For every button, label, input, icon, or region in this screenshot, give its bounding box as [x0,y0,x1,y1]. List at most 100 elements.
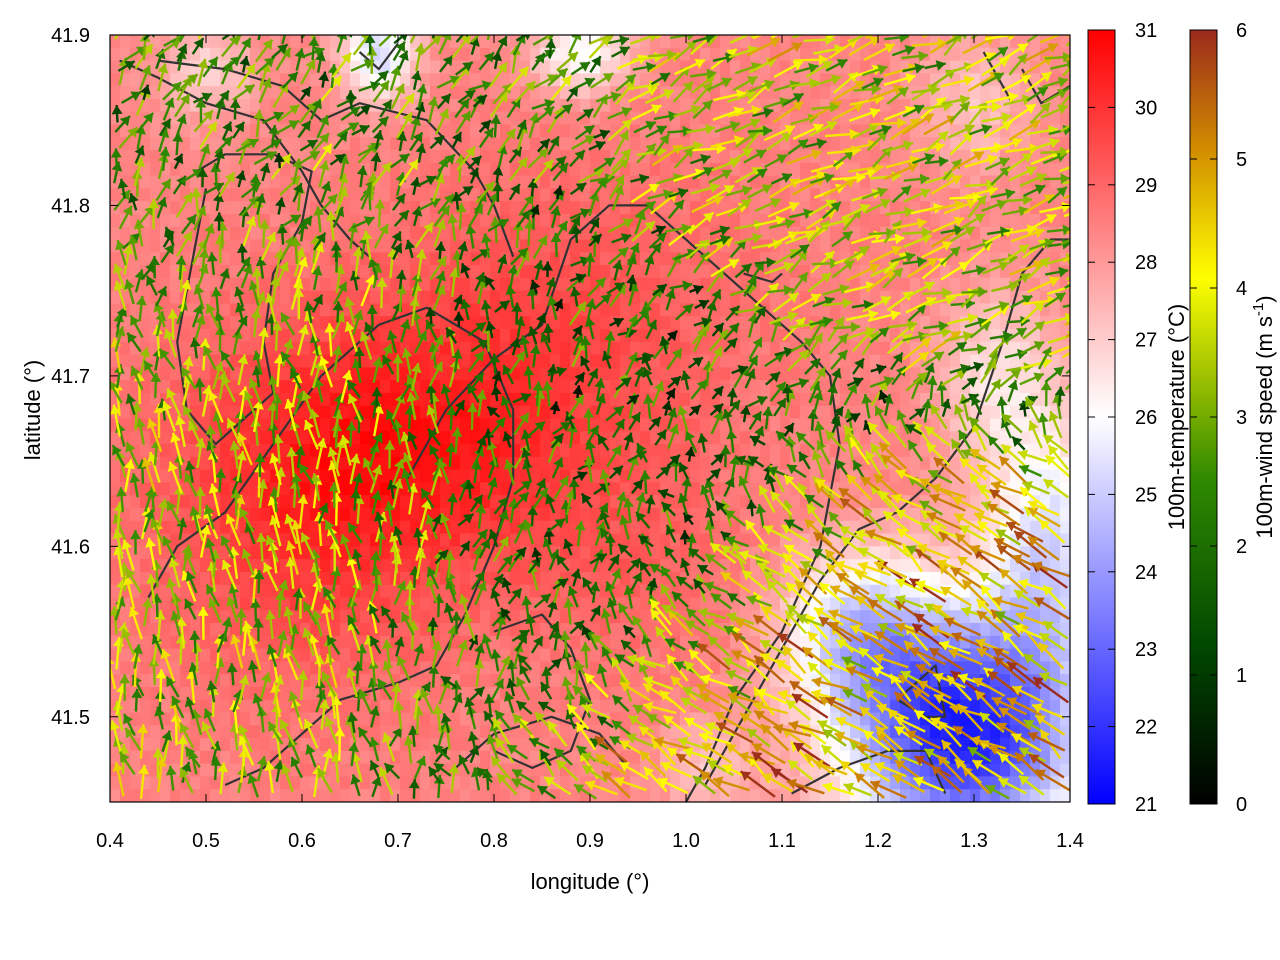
heatmap-cell [320,456,331,471]
heatmap-cell [340,699,351,714]
heatmap-cell [510,201,521,215]
heatmap-cell [270,35,281,49]
heatmap-cell [300,290,311,305]
heatmap-cell [200,699,211,714]
heatmap-cell [380,546,391,560]
heatmap-cell [470,610,481,624]
heatmap-cell [270,73,281,87]
heatmap-cell [270,571,281,586]
heatmap-cell [240,686,251,701]
heatmap-cell [120,201,131,215]
heatmap-cell [600,226,611,241]
heatmap-cell [440,789,451,802]
heatmap-cell [610,635,621,650]
heatmap-cell [290,750,301,765]
heatmap-cell [550,86,561,100]
heatmap-cell [690,367,701,381]
heatmap-cell [190,150,201,164]
heatmap-cell [300,73,311,87]
heatmap-cell [170,482,181,496]
heatmap-cell [300,367,311,381]
heatmap-cell [720,35,731,49]
heatmap-cell [230,661,241,675]
heatmap-cell [280,226,291,241]
heatmap-cell [320,47,331,62]
heatmap-cell [340,239,351,253]
heatmap-cell [300,482,311,496]
heatmap-cell [110,571,121,586]
heatmap-cell [520,277,531,292]
heatmap-cell [170,546,181,560]
heatmap-cell [240,73,251,87]
heatmap-cell [700,392,711,407]
heatmap-cell [800,418,811,432]
heatmap-cell [170,380,181,394]
heatmap-cell [240,712,251,726]
heatmap-cell [320,507,331,522]
heatmap-cell [230,392,241,407]
heatmap-cell [200,444,211,458]
heatmap-cell [140,252,151,266]
heatmap-cell [240,213,251,228]
heatmap-cell [220,648,231,662]
heatmap-cell [280,201,291,215]
heatmap-cell [570,507,581,522]
heatmap-cell [260,175,271,189]
heatmap-cell [250,226,261,241]
heatmap-cell [380,213,391,228]
heatmap-cell [240,469,251,484]
heatmap-cell [200,73,211,87]
heatmap-cell [270,201,281,215]
heatmap-cell [310,533,321,547]
heatmap-cell [860,150,871,164]
heatmap-cell [220,111,231,126]
heatmap-cell [320,341,331,356]
heatmap-cell [320,277,331,292]
heatmap-cell [900,277,911,292]
heatmap-cell [930,329,941,343]
heatmap-cell [610,341,621,356]
heatmap-cell [120,341,131,356]
heatmap-cell [550,354,561,368]
heatmap-cell [270,367,281,381]
heatmap-cell [570,610,581,624]
heatmap-cell [290,316,301,330]
heatmap-cell [440,303,451,317]
heatmap-cell [750,789,761,802]
heatmap-cell [460,137,471,151]
heatmap-cell [290,124,301,138]
heatmap-cell [210,35,221,49]
heatmap-cell [260,699,271,714]
heatmap-cell [220,329,231,343]
heatmap-cell [560,316,571,330]
heatmap-cell [280,789,291,802]
heatmap-cell [520,303,531,317]
heatmap-cell [220,431,231,445]
heatmap-cell [270,635,281,650]
heatmap-cell [250,150,261,164]
heatmap-cell [240,175,251,189]
heatmap-cell [110,661,121,675]
heatmap-cell [370,111,381,126]
heatmap-cell [160,86,171,100]
heatmap-cell [590,341,601,356]
heatmap-cell [280,571,291,586]
heatmap-cell [480,674,491,688]
heatmap-cell [310,73,321,87]
heatmap-cell [660,316,671,330]
heatmap-cell [230,277,241,292]
heatmap-cell [210,533,221,547]
heatmap-cell [110,290,121,305]
heatmap-cell [220,341,231,356]
heatmap-cell [190,111,201,126]
heatmap-cell [340,763,351,778]
heatmap-cell [230,405,241,420]
heatmap-cell [120,635,131,650]
heatmap-cell [250,239,261,253]
heatmap-cell [320,239,331,253]
heatmap-cell [910,456,921,471]
heatmap-cell [290,712,301,726]
heatmap-cell [190,738,201,752]
heatmap-cell [360,533,371,547]
heatmap-cell [190,686,201,701]
